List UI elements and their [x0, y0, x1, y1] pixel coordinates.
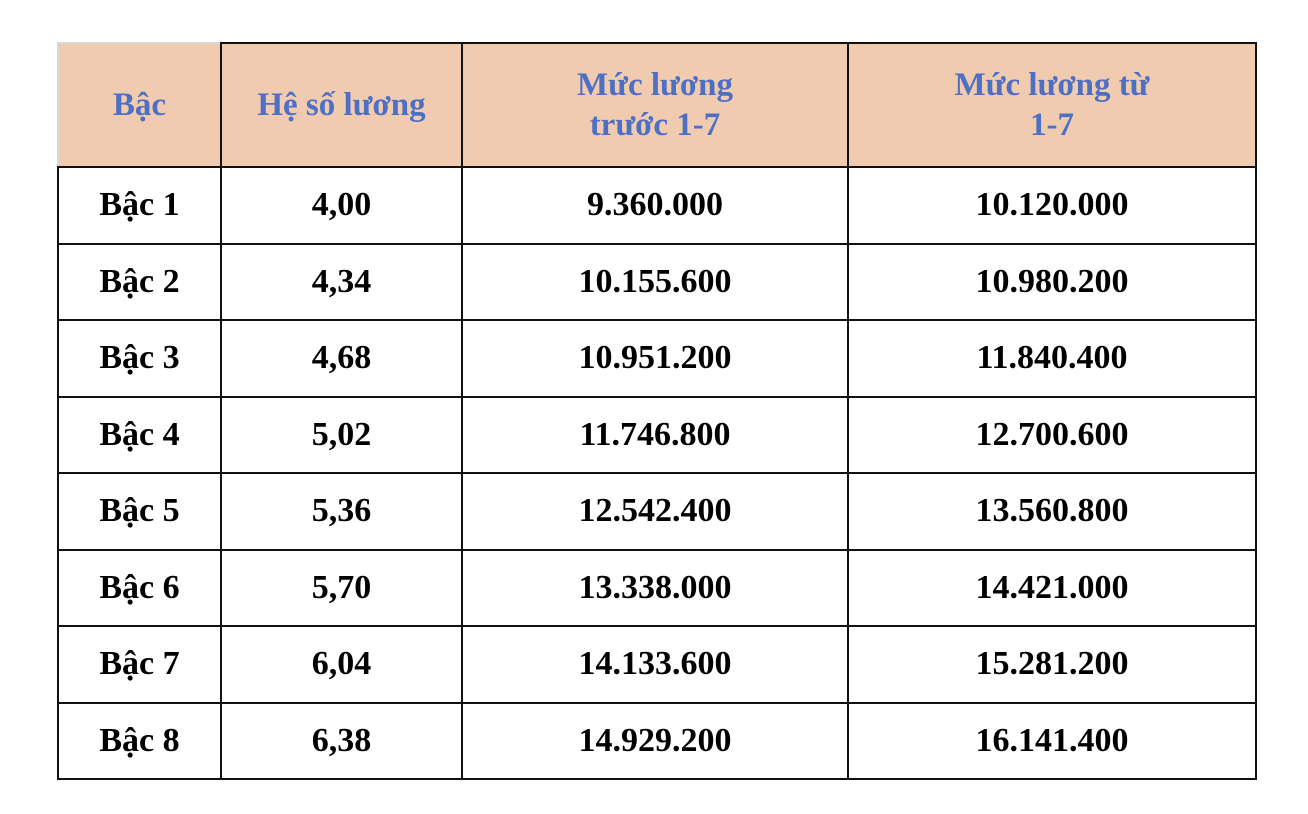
- table-cell: 10.120.000: [847, 166, 1257, 245]
- table-row: Bậc 5 5,36 12.542.400 13.560.800: [57, 472, 1257, 551]
- table-cell: 15.281.200: [847, 625, 1257, 704]
- table-cell: 14.929.200: [461, 701, 849, 780]
- table-row: Bậc 6 5,70 13.338.000 14.421.000: [57, 548, 1257, 627]
- table-cell: 4,68: [220, 319, 463, 398]
- table-cell: 5,02: [220, 395, 463, 474]
- table-cell: Bậc 2: [57, 242, 222, 321]
- table-cell: 14.133.600: [461, 625, 849, 704]
- table-cell: Bậc 8: [57, 701, 222, 780]
- header-row: Bậc Hệ số lương Mức lương trước 1-7 Mức lươ…: [57, 42, 1257, 168]
- table-cell: 6,38: [220, 701, 463, 780]
- table-cell: Bậc 1: [57, 166, 222, 245]
- header-text: Mức lương trước 1-7: [577, 67, 733, 143]
- header-cell: Bậc: [57, 42, 222, 168]
- table-cell: 5,36: [220, 472, 463, 551]
- table-cell: 11.746.800: [461, 395, 849, 474]
- table-cell: 13.338.000: [461, 548, 849, 627]
- table-cell: 6,04: [220, 625, 463, 704]
- table-cell: Bậc 6: [57, 548, 222, 627]
- header-cell: Mức lương từ 1-7: [847, 42, 1257, 168]
- table-cell: Bậc 7: [57, 625, 222, 704]
- table-cell: 4,00: [220, 166, 463, 245]
- header-text: Hệ số lương: [257, 87, 426, 123]
- header-text: Mức lương từ 1-7: [954, 67, 1150, 143]
- table-cell: 9.360.000: [461, 166, 849, 245]
- table-row: Bậc 2 4,34 10.155.600 10.980.200: [57, 242, 1257, 321]
- salary-table: Bậc Hệ số lương Mức lương trước 1-7 Mức lươ…: [57, 42, 1257, 780]
- table-row: Bậc 3 4,68 10.951.200 11.840.400: [57, 319, 1257, 398]
- header-cell: Mức lương trước 1-7: [461, 42, 849, 168]
- table-cell: Bậc 3: [57, 319, 222, 398]
- table-cell: Bậc 5: [57, 472, 222, 551]
- table-cell: 13.560.800: [847, 472, 1257, 551]
- table-cell: 12.542.400: [461, 472, 849, 551]
- table-header: Bậc Hệ số lương Mức lương trước 1-7 Mức lươ…: [57, 42, 1257, 168]
- table-row: Bậc 4 5,02 11.746.800 12.700.600: [57, 395, 1257, 474]
- table-cell: 14.421.000: [847, 548, 1257, 627]
- table-row: Bậc 7 6,04 14.133.600 15.281.200: [57, 625, 1257, 704]
- table-cell: 10.980.200: [847, 242, 1257, 321]
- table-body: Bậc 1 4,00 9.360.000 10.120.000 Bậc 2 4,34 10.…: [57, 166, 1257, 780]
- table-cell: Bậc 4: [57, 395, 222, 474]
- table-cell: 11.840.400: [847, 319, 1257, 398]
- table-cell: 10.951.200: [461, 319, 849, 398]
- table-row: Bậc 1 4,00 9.360.000 10.120.000: [57, 166, 1257, 245]
- table-cell: 12.700.600: [847, 395, 1257, 474]
- header-cell: Hệ số lương: [220, 42, 463, 168]
- table-cell: 5,70: [220, 548, 463, 627]
- table-row: Bậc 8 6,38 14.929.200 16.141.400: [57, 701, 1257, 780]
- header-text: Bậc: [112, 87, 167, 123]
- table-cell: 4,34: [220, 242, 463, 321]
- table-cell: 16.141.400: [847, 701, 1257, 780]
- table-cell: 10.155.600: [461, 242, 849, 321]
